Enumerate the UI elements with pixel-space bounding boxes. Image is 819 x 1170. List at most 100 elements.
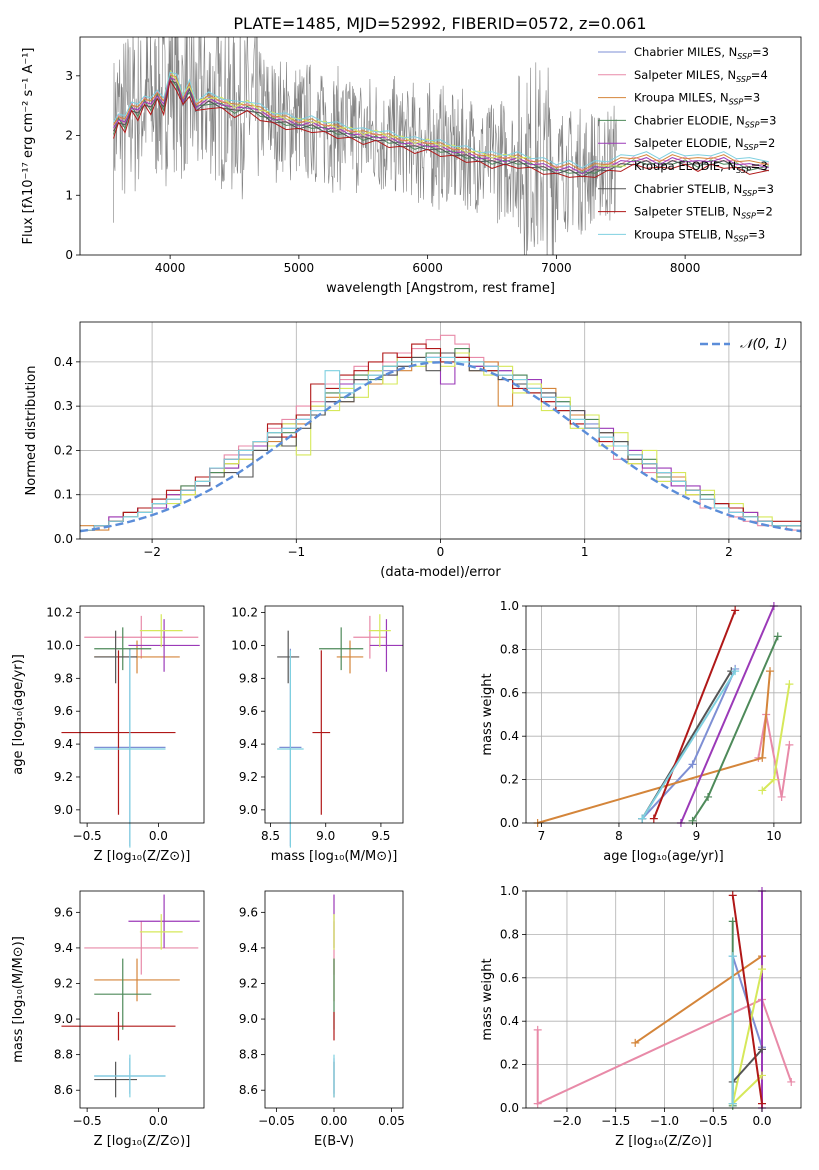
weight-line-kroupa-miles (634, 955, 763, 1044)
legend-entry: Salpeter STELIB, NSSP=2 (634, 205, 773, 221)
weight-point (649, 814, 658, 823)
observed-spectrum-line (113, 37, 617, 255)
y-axis-label: mass weight (480, 673, 495, 755)
x-tick-label: 8000 (670, 261, 701, 275)
x-tick-label: −2 (143, 545, 161, 559)
weight-point (728, 952, 737, 961)
legend-eq: = (758, 136, 768, 150)
legend-entry: Kroupa MILES, NSSP=3 (634, 91, 760, 107)
weight-point (757, 965, 766, 974)
legend-subscript: SSP (745, 120, 760, 129)
spectrum-frame (79, 36, 802, 256)
x-tick-label: −1 (287, 545, 305, 559)
y-axis-label: mass [log₁₀(M/M⊙)] (11, 936, 26, 1063)
y-tick-label: 0 (65, 248, 73, 262)
model-line-chabrier-elodie (113, 75, 769, 174)
errorbar-panel-2-frame (79, 605, 205, 824)
x-axis-label: mass [log₁₀(M/M⊙)] (271, 849, 398, 864)
weight-line-salpeter-elodie (679, 605, 775, 824)
y-tick-label: 0.2 (500, 773, 519, 787)
legend-eq: = (748, 227, 758, 241)
weight-point (688, 816, 697, 825)
legend-name: Chabrier STELIB (634, 182, 726, 196)
y-tick-label: 9.4 (239, 941, 258, 955)
weight-line-salpeter-stelib (731, 895, 763, 1104)
legend-name: Kroupa MILES (634, 91, 713, 105)
x-axis-label: Z [log₁₀(Z/Z⊙)] (94, 849, 191, 864)
y-tick-label: 9.2 (54, 770, 73, 784)
y-tick-label: 0.0 (500, 1101, 519, 1115)
legend-nssp: 3 (762, 45, 769, 59)
weight-point (728, 1099, 737, 1108)
y-tick-label: 1.0 (500, 599, 519, 613)
x-tick-label: −1.0 (650, 1114, 679, 1128)
y-tick-label: 10.2 (231, 606, 258, 620)
x-tick-label: 9.0 (316, 829, 335, 843)
legend-eq: = (751, 159, 761, 173)
legend-nssp: 3 (758, 227, 765, 241)
x-tick-label: −0.5 (699, 1114, 728, 1128)
legend-nssp: 3 (767, 182, 774, 196)
normal-curve (80, 361, 801, 533)
legend-subscript: SSP (734, 234, 749, 243)
legend-normal-label: 𝒩(0, 1) (740, 337, 787, 352)
model-line-salpeter-elodie (113, 77, 769, 175)
x-tick-label: 6000 (412, 261, 443, 275)
x-axis-label: age [log₁₀(age/yr)] (603, 849, 724, 864)
legend-name: Chabrier ELODIE (634, 113, 729, 127)
model-line-salpeter-miles (113, 72, 769, 171)
figure-title: PLATE=1485, MJD=52992, FIBERID=0572, z=0… (233, 14, 646, 33)
spectrum-plot-area (113, 37, 769, 255)
x-axis-label: E(B-V) (314, 1134, 354, 1149)
legend-nssp: 2 (768, 136, 775, 150)
weight-point (638, 814, 647, 823)
x-tick-label: 4000 (155, 261, 186, 275)
weight-line-salpeter-miles (757, 714, 791, 798)
model-line-chabrier-stelib (113, 80, 769, 178)
legend-subscript: SSP (744, 143, 759, 152)
weight-point (758, 786, 767, 795)
y-tick-label: 9.0 (239, 1012, 258, 1026)
x-axis-label: Z [log₁₀(Z/Z⊙)] (615, 1134, 712, 1149)
x-tick-label: 0.0 (149, 829, 168, 843)
y-axis-label: Normed distribution (24, 366, 39, 496)
weight-point (533, 1025, 542, 1034)
errorbar-panel-5-frame (79, 890, 205, 1109)
y-tick-label: 0.0 (500, 816, 519, 830)
y-tick-label: 0.4 (54, 355, 73, 369)
y-tick-label: 9.2 (239, 770, 258, 784)
x-tick-label: 9.5 (371, 829, 390, 843)
histogram-plot-area (80, 334, 801, 533)
legend-nssp: 2 (765, 205, 772, 219)
weight-point (787, 1077, 796, 1086)
legend-nssp-prefix: , N (713, 91, 729, 105)
y-axis-label: mass weight (480, 958, 495, 1040)
y-tick-label: 8.8 (239, 1048, 258, 1062)
legend-entry: Chabrier ELODIE, NSSP=3 (634, 113, 776, 129)
x-tick-label: 10 (766, 829, 781, 843)
y-tick-label: 0.6 (500, 971, 519, 985)
weight-point (688, 760, 697, 769)
model-line-kroupa-elodie (169, 70, 531, 159)
x-tick-label: −1.5 (601, 1114, 630, 1128)
weight-point (631, 1038, 640, 1047)
y-tick-label: 8.8 (54, 1048, 73, 1062)
legend-entry: Kroupa ELODIE, NSSP=3 (634, 159, 768, 175)
weight-point (758, 753, 767, 762)
weight-point (757, 1045, 766, 1054)
y-tick-label: 10.0 (46, 638, 73, 652)
legend-nssp-prefix: , N (726, 182, 742, 196)
y-tick-label: 9.6 (239, 704, 258, 718)
weight-line-salpeter-stelib (652, 609, 737, 820)
x-tick-label: 2 (725, 545, 733, 559)
y-tick-label: 9.6 (54, 905, 73, 919)
x-tick-label: −0.5 (73, 1114, 102, 1128)
x-tick-label: 9 (693, 829, 701, 843)
weight-line-kroupa-stelib (641, 670, 737, 820)
x-tick-label: 0.00 (321, 1114, 348, 1128)
x-axis-label: Z [log₁₀(Z/Z⊙)] (94, 1134, 191, 1149)
y-tick-label: 9.2 (239, 976, 258, 990)
y-tick-label: 2 (65, 129, 73, 143)
y-tick-label: 0.2 (54, 443, 73, 457)
